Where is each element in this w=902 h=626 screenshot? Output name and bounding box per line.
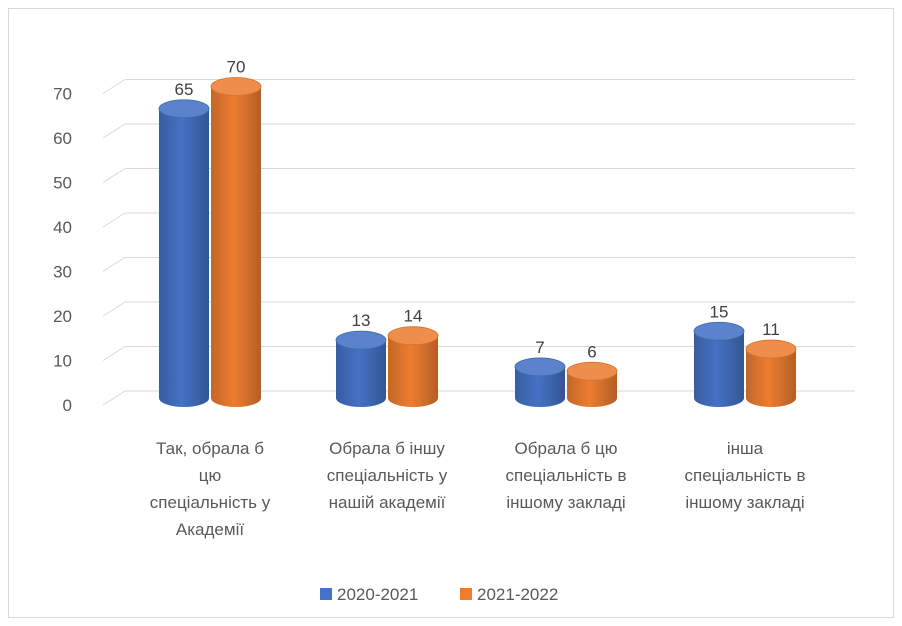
legend-swatch: [460, 588, 472, 600]
bar-top: [335, 330, 387, 350]
bar-2020-2021-1: [158, 99, 210, 407]
bar-top: [514, 357, 566, 377]
y-axis-ticks: 0 10 20 30 40 50 60 70: [53, 85, 72, 416]
y-tick-label: 40: [53, 218, 72, 237]
chart-frame: [8, 8, 894, 618]
bar-body: [515, 366, 565, 407]
bar-2021-2022-4: [745, 339, 797, 407]
data-label: 13: [352, 311, 371, 330]
y-tick-label: 20: [53, 307, 72, 326]
category-labels: Так, обрала б цю спеціальність у Академії Об…: [150, 439, 806, 539]
gridline-depth: [102, 212, 126, 228]
bar-2020-2021-4: [693, 321, 745, 407]
data-label: 6: [587, 342, 596, 361]
data-labels: 65 70 13 14 7 6 15 11: [175, 58, 780, 362]
data-label: 15: [710, 302, 729, 321]
gridline-depth: [102, 257, 126, 272]
y-tick-label: 30: [53, 263, 72, 282]
legend-item: 2020-2021: [320, 585, 418, 604]
category-label: Обрала б іншу спеціальність у нашій академ…: [327, 439, 448, 512]
data-label: 11: [762, 320, 780, 339]
y-tick-label: 70: [53, 85, 72, 104]
bar-top: [158, 99, 210, 119]
gridline-depth: [102, 346, 126, 361]
bar-body: [746, 349, 796, 407]
gridline-depth: [102, 79, 126, 94]
legend-label: 2020-2021: [337, 585, 418, 604]
bar-body: [159, 108, 209, 407]
gridline-depth: [102, 168, 126, 183]
bars: [158, 77, 797, 407]
bar-2021-2022-1: [210, 77, 262, 407]
y-tick-label: 10: [53, 352, 72, 371]
bar-top: [210, 77, 262, 96]
category-label: Так, обрала б цю спеціальність у Академії: [150, 439, 271, 539]
bar-top: [745, 339, 797, 359]
gridline-depth: [102, 301, 126, 317]
data-label: 14: [404, 307, 423, 326]
bar-top: [387, 326, 439, 346]
legend-item: 2021-2022: [460, 585, 558, 604]
bar-top: [566, 361, 618, 381]
legend: 2020-2021 2021-2022: [320, 585, 558, 604]
data-label: 7: [535, 338, 544, 357]
gridline-depth: [102, 390, 126, 406]
legend-label: 2021-2022: [477, 585, 558, 604]
bar-2020-2021-3: [514, 357, 566, 407]
data-label: 70: [227, 58, 246, 77]
bar-body: [336, 340, 386, 407]
category-label: Обрала б цю спеціальність в іншому закладі: [506, 439, 627, 512]
bar-2021-2022-3: [566, 361, 618, 407]
legend-swatch: [320, 588, 332, 600]
bar-top: [693, 321, 745, 341]
data-label: 65: [175, 80, 194, 99]
gridline-depth: [102, 123, 126, 139]
category-label: інша спеціальність в іншому закладі: [685, 439, 806, 512]
bar-2021-2022-2: [387, 326, 439, 407]
bar-body: [388, 335, 438, 407]
bar-body: [567, 371, 617, 407]
bar-body: [694, 331, 744, 407]
bar-2020-2021-2: [335, 330, 387, 407]
y-tick-label: 0: [63, 396, 72, 415]
bar-body: [211, 86, 261, 407]
y-tick-label: 60: [53, 129, 72, 148]
y-tick-label: 50: [53, 174, 72, 193]
